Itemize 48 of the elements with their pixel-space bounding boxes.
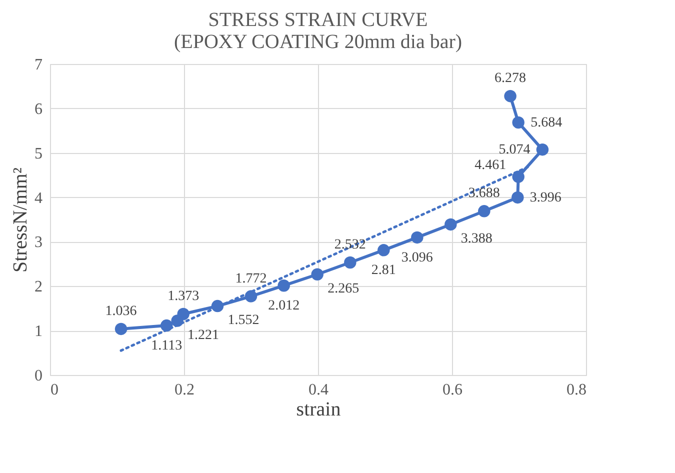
data-label: 3.688 bbox=[468, 186, 500, 202]
data-label: 1.772 bbox=[235, 271, 267, 286]
data-label: 1.373 bbox=[168, 289, 200, 304]
y-tick-label: 4 bbox=[34, 190, 42, 207]
y-tick-label: 2 bbox=[34, 278, 42, 296]
point bbox=[344, 256, 356, 269]
x-tick-label: 0.2 bbox=[174, 382, 194, 398]
point bbox=[378, 244, 390, 256]
y-axis-title: StressN/mm² bbox=[10, 168, 32, 272]
point bbox=[536, 143, 549, 156]
x-tick-label: 0 bbox=[50, 382, 58, 398]
y-tick-label: 5 bbox=[34, 145, 42, 162]
data-label: 6.278 bbox=[494, 71, 526, 86]
data-label: 3.096 bbox=[401, 250, 433, 266]
point bbox=[504, 90, 516, 102]
data-label: 5.684 bbox=[530, 115, 562, 130]
y-tick-label: 7 bbox=[34, 56, 42, 74]
text: (EPOXY COATING 20mm dia bar) bbox=[174, 31, 462, 53]
point bbox=[512, 170, 524, 183]
data-label: 4.461 bbox=[474, 158, 506, 173]
data-label: 2.012 bbox=[268, 298, 300, 314]
data-label: 2.81 bbox=[371, 263, 396, 278]
text: STRESS STRAIN CURVE bbox=[208, 9, 428, 31]
point bbox=[512, 191, 524, 204]
point bbox=[512, 116, 524, 129]
point bbox=[177, 308, 190, 320]
point bbox=[278, 280, 290, 292]
y-tick-label: 1 bbox=[34, 323, 42, 340]
data-label: 5.074 bbox=[498, 142, 530, 158]
point bbox=[411, 231, 424, 244]
x-tick-label: 0.4 bbox=[308, 382, 328, 398]
point bbox=[478, 205, 490, 218]
x-tick-label: 0.8 bbox=[566, 382, 586, 398]
data-label: 1.113 bbox=[151, 338, 182, 354]
point bbox=[444, 218, 457, 231]
data-label: 2.265 bbox=[328, 281, 360, 296]
point bbox=[311, 268, 324, 280]
x-axis-title: strain bbox=[296, 398, 341, 420]
data-label: 3.388 bbox=[460, 231, 492, 246]
data-label: 1.221 bbox=[188, 328, 220, 343]
x-tick-label: 0.6 bbox=[442, 382, 462, 398]
y-tick-label: 3 bbox=[34, 234, 42, 252]
y-tick-label: 6 bbox=[34, 100, 42, 118]
data-label: 3.996 bbox=[530, 190, 562, 206]
point bbox=[114, 322, 128, 336]
data-label: 1.036 bbox=[105, 304, 137, 319]
y-tick-label: 0 bbox=[34, 368, 42, 384]
data-label: 1.552 bbox=[228, 313, 260, 328]
